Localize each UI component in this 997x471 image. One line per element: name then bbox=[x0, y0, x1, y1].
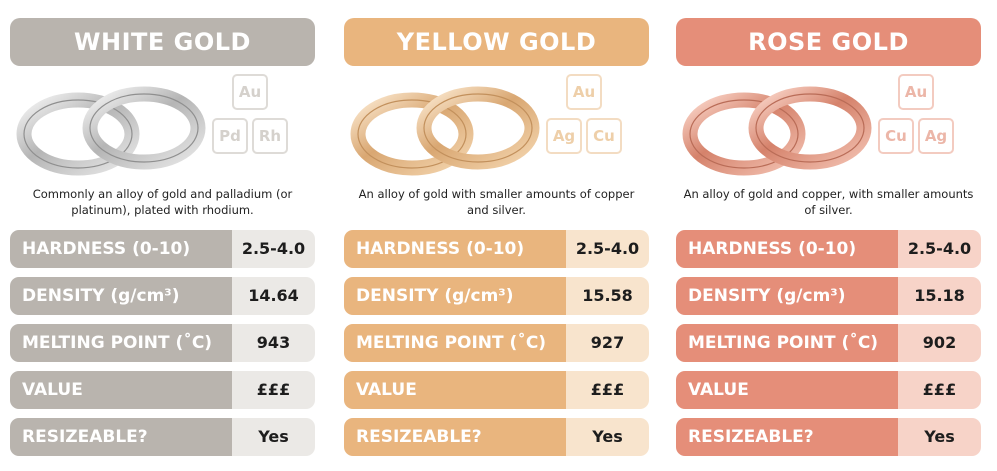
element-cu: Cu bbox=[586, 118, 622, 154]
row-label: MELTING POINT (˚C) bbox=[10, 324, 232, 362]
row-value: £££ bbox=[232, 371, 315, 409]
row-label: HARDNESS (0-10) bbox=[344, 230, 566, 268]
row-label: HARDNESS (0-10) bbox=[10, 230, 232, 268]
element-pd: Pd bbox=[212, 118, 248, 154]
row-label: VALUE bbox=[10, 371, 232, 409]
element-symbols: Au Ag Cu bbox=[540, 74, 640, 178]
yellow-gold-column: YELLOW GOLD Au Ag Cu An alloy of gold wi… bbox=[344, 18, 649, 465]
description: An alloy of gold and copper, with smalle… bbox=[683, 187, 974, 217]
row-label: RESIZEABLE? bbox=[10, 418, 232, 456]
row-label: MELTING POINT (˚C) bbox=[344, 324, 566, 362]
row-label: RESIZEABLE? bbox=[676, 418, 898, 456]
rose-gold-column: ROSE GOLD Au Cu Ag An alloy of gold and … bbox=[676, 18, 981, 465]
row-value: 902 bbox=[898, 324, 981, 362]
row-label: RESIZEABLE? bbox=[344, 418, 566, 456]
row-value-cost: VALUE £££ bbox=[10, 371, 315, 409]
property-table: HARDNESS (0-10) 2.5-4.0 DENSITY (g/cm³) 15… bbox=[344, 230, 649, 456]
row-density: DENSITY (g/cm³) 14.64 bbox=[10, 277, 315, 315]
row-value-cost: VALUE £££ bbox=[344, 371, 649, 409]
row-hardness: HARDNESS (0-10) 2.5-4.0 bbox=[344, 230, 649, 268]
column-title: YELLOW GOLD bbox=[344, 18, 649, 66]
row-resizeable: RESIZEABLE? Yes bbox=[344, 418, 649, 456]
row-value: 943 bbox=[232, 324, 315, 362]
row-density: DENSITY (g/cm³) 15.58 bbox=[344, 277, 649, 315]
rings-image bbox=[682, 86, 872, 176]
row-value: 2.5-4.0 bbox=[232, 230, 315, 268]
row-hardness: HARDNESS (0-10) 2.5-4.0 bbox=[10, 230, 315, 268]
row-value: 15.18 bbox=[898, 277, 981, 315]
row-value: £££ bbox=[566, 371, 649, 409]
row-label: HARDNESS (0-10) bbox=[676, 230, 898, 268]
row-value-cost: VALUE £££ bbox=[676, 371, 981, 409]
element-au: Au bbox=[898, 74, 934, 110]
row-resizeable: RESIZEABLE? Yes bbox=[676, 418, 981, 456]
hero: Au Pd Rh bbox=[10, 72, 315, 184]
element-cu: Cu bbox=[878, 118, 914, 154]
rings-image bbox=[350, 86, 540, 176]
hero: Au Cu Ag bbox=[676, 72, 981, 184]
row-label: DENSITY (g/cm³) bbox=[10, 277, 232, 315]
description: An alloy of gold with smaller amounts of… bbox=[358, 187, 635, 217]
element-rh: Rh bbox=[252, 118, 288, 154]
row-resizeable: RESIZEABLE? Yes bbox=[10, 418, 315, 456]
rings-image bbox=[16, 86, 206, 176]
white-gold-column: WHITE GOLD Au Pd Rh Commonly an alloy of… bbox=[10, 18, 315, 465]
row-label: DENSITY (g/cm³) bbox=[344, 277, 566, 315]
column-title: ROSE GOLD bbox=[676, 18, 981, 66]
column-title: WHITE GOLD bbox=[10, 18, 315, 66]
row-value: 14.64 bbox=[232, 277, 315, 315]
hero: Au Ag Cu bbox=[344, 72, 649, 184]
row-melting-point: MELTING POINT (˚C) 927 bbox=[344, 324, 649, 362]
property-table: HARDNESS (0-10) 2.5-4.0 DENSITY (g/cm³) 14… bbox=[10, 230, 315, 456]
row-value: 2.5-4.0 bbox=[566, 230, 649, 268]
property-table: HARDNESS (0-10) 2.5-4.0 DENSITY (g/cm³) 15… bbox=[676, 230, 981, 456]
element-symbols: Au Pd Rh bbox=[206, 74, 306, 178]
row-hardness: HARDNESS (0-10) 2.5-4.0 bbox=[676, 230, 981, 268]
row-label: MELTING POINT (˚C) bbox=[676, 324, 898, 362]
row-value: Yes bbox=[232, 418, 315, 456]
description: Commonly an alloy of gold and palladium … bbox=[32, 187, 293, 217]
row-label: VALUE bbox=[344, 371, 566, 409]
row-melting-point: MELTING POINT (˚C) 902 bbox=[676, 324, 981, 362]
row-value: 2.5-4.0 bbox=[898, 230, 981, 268]
row-value: 927 bbox=[566, 324, 649, 362]
row-value: £££ bbox=[898, 371, 981, 409]
row-melting-point: MELTING POINT (˚C) 943 bbox=[10, 324, 315, 362]
element-ag: Ag bbox=[918, 118, 954, 154]
row-density: DENSITY (g/cm³) 15.18 bbox=[676, 277, 981, 315]
row-value: Yes bbox=[566, 418, 649, 456]
element-symbols: Au Cu Ag bbox=[872, 74, 972, 178]
element-au: Au bbox=[232, 74, 268, 110]
row-label: VALUE bbox=[676, 371, 898, 409]
row-value: 15.58 bbox=[566, 277, 649, 315]
row-label: DENSITY (g/cm³) bbox=[676, 277, 898, 315]
element-au: Au bbox=[566, 74, 602, 110]
row-value: Yes bbox=[898, 418, 981, 456]
element-ag: Ag bbox=[546, 118, 582, 154]
